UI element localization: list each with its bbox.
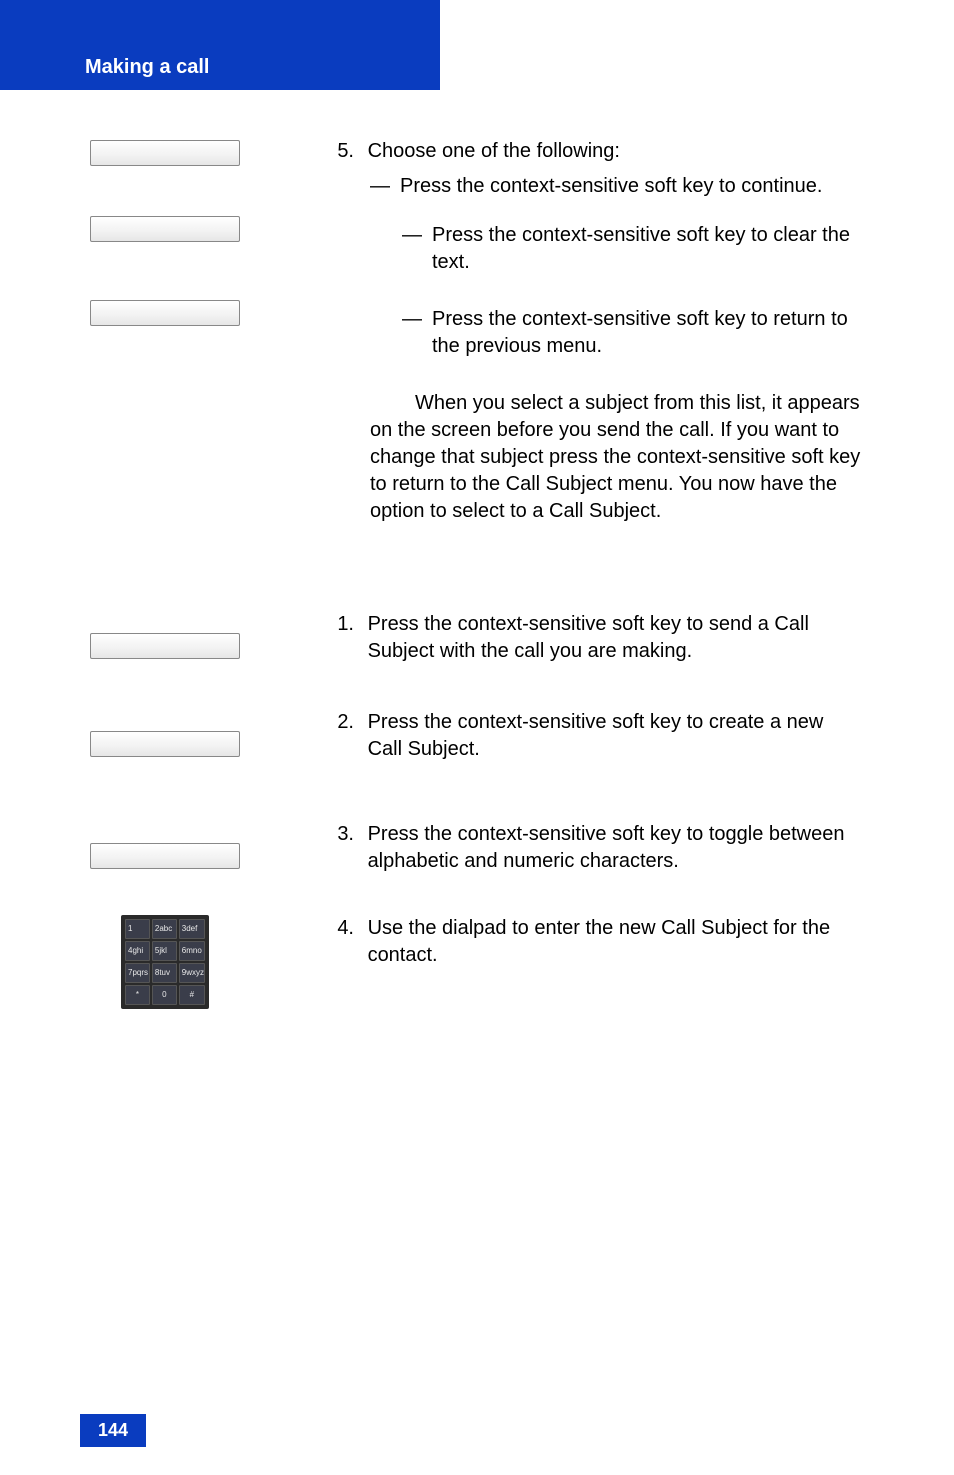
step3-text: Press the context-sensitive soft key to … [368,821,862,875]
step-number-1: 1. [330,611,362,638]
step-number-4: 4. [330,915,362,942]
step2-text: Press the context-sensitive soft key to … [368,709,862,763]
softkey-clear[interactable] [90,216,240,242]
step-number-3: 3. [330,821,362,848]
softkey-back[interactable] [90,300,240,326]
dialpad-key: 4ghi [125,941,150,961]
dialpad-key: 8tuv [152,963,177,983]
step-number-2: 2. [330,709,362,736]
dialpad-key: 5jkl [152,941,177,961]
softkey-new-subject[interactable] [90,731,240,757]
dash-icon: — [402,222,432,249]
dialpad-key: 6mno [179,941,205,961]
page-number: 144 [80,1414,146,1447]
dialpad-key: 0 [152,985,177,1005]
dialpad-key: 1 [125,919,150,939]
step5-item-3: Press the context-sensitive soft key to … [432,306,864,360]
step4-text: Use the dialpad to enter the new Call Su… [368,915,862,969]
step5-note: When you select a subject from this list… [370,392,860,522]
content-region: 5. Choose one of the following: — Press … [0,138,954,1395]
dialpad-key: # [179,985,205,1005]
step-number-5: 5. [330,138,362,165]
step5-lead: Choose one of the following: [368,138,862,165]
softkey-continue[interactable] [90,140,240,166]
dash-icon: — [370,173,400,200]
dialpad-key: 7pqrs [125,963,150,983]
dialpad-icon: 1 2abc 3def 4ghi 5jkl 6mno 7pqrs 8tuv 9w… [121,915,209,1009]
dialpad-key: 9wxyz [179,963,205,983]
dialpad-key: * [125,985,150,1005]
step5-item-1: Press the context-sensitive soft key to … [400,173,864,200]
softkey-send-subject[interactable] [90,633,240,659]
header-bar [0,0,440,90]
softkey-toggle-input[interactable] [90,843,240,869]
dialpad-key: 3def [179,919,205,939]
dialpad-key: 2abc [152,919,177,939]
step5-item-2: Press the context-sensitive soft key to … [432,222,864,276]
step1-text: Press the context-sensitive soft key to … [368,611,862,665]
page-title: Making a call [85,56,210,79]
dash-icon: — [402,306,432,333]
